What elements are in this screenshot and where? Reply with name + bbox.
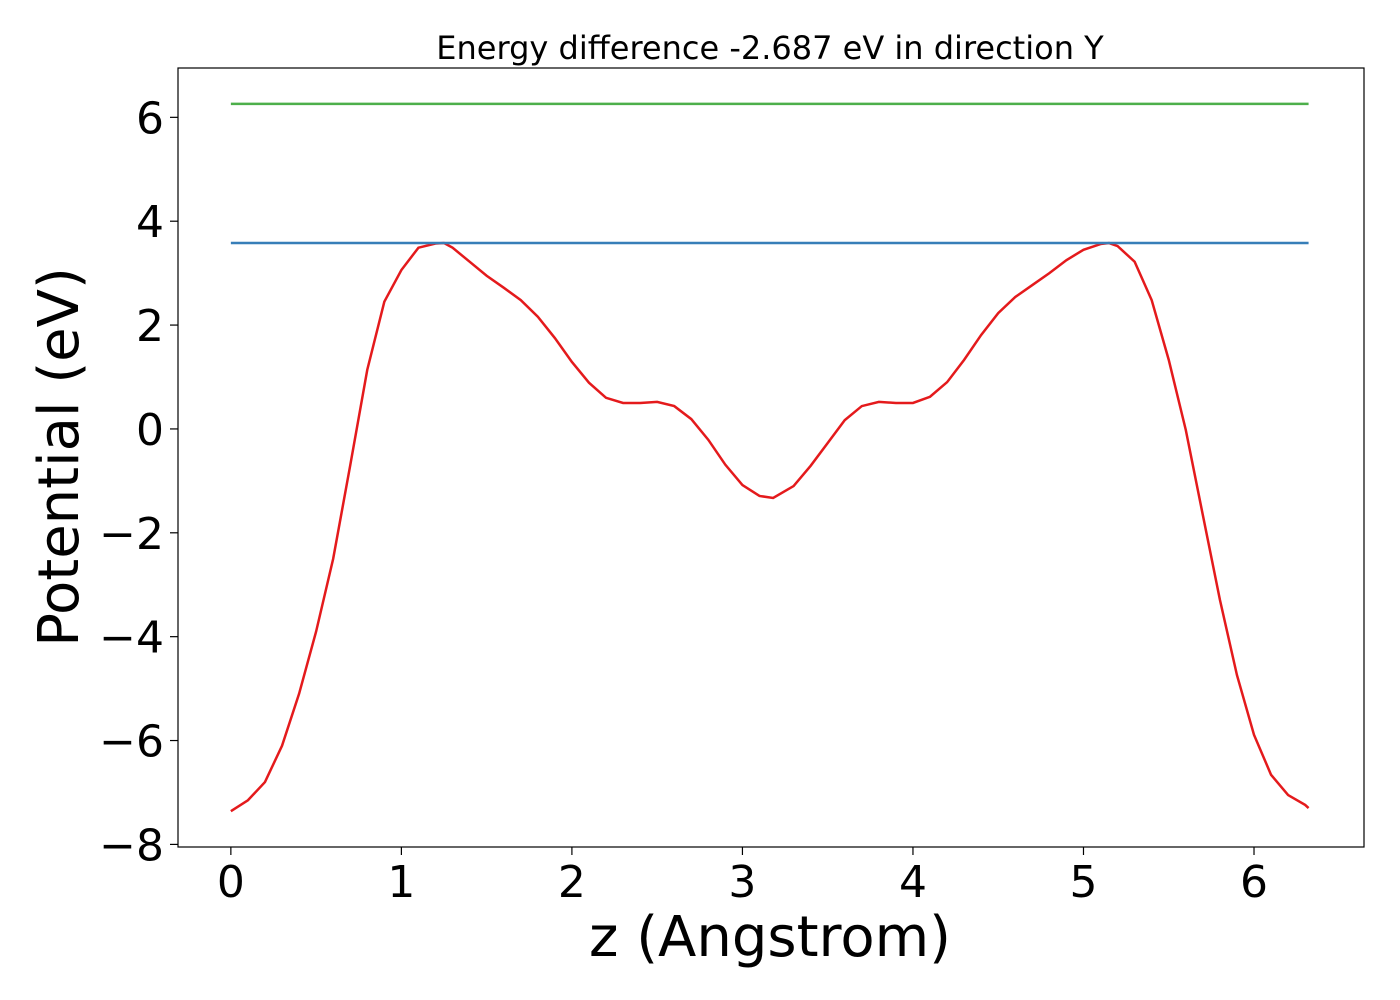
- x-tick-label: 2: [558, 857, 586, 908]
- x-axis-label: z (Angstrom): [589, 905, 951, 970]
- y-tick-label: −8: [99, 820, 164, 871]
- x-tick-label: 1: [387, 857, 415, 908]
- chart-title: Energy difference -2.687 eV in direction…: [436, 29, 1104, 67]
- y-axis-label: Potential (eV): [27, 267, 92, 647]
- y-tick-label: 0: [136, 405, 164, 456]
- y-tick-label: −2: [99, 509, 164, 560]
- y-tick-label: 4: [136, 197, 164, 248]
- x-tick-label: 4: [899, 857, 927, 908]
- x-tick-label: 6: [1240, 857, 1268, 908]
- y-tick-label: 6: [136, 93, 164, 144]
- x-tick-label: 0: [217, 857, 245, 908]
- x-tick-label: 3: [728, 857, 756, 908]
- y-tick-label: −4: [99, 613, 164, 664]
- y-tick-label: −6: [99, 717, 164, 768]
- line-series: [230, 241, 1310, 813]
- y-tick-label: 2: [136, 301, 164, 352]
- x-tick-label: 5: [1069, 857, 1097, 908]
- plot-frame: [177, 67, 1365, 848]
